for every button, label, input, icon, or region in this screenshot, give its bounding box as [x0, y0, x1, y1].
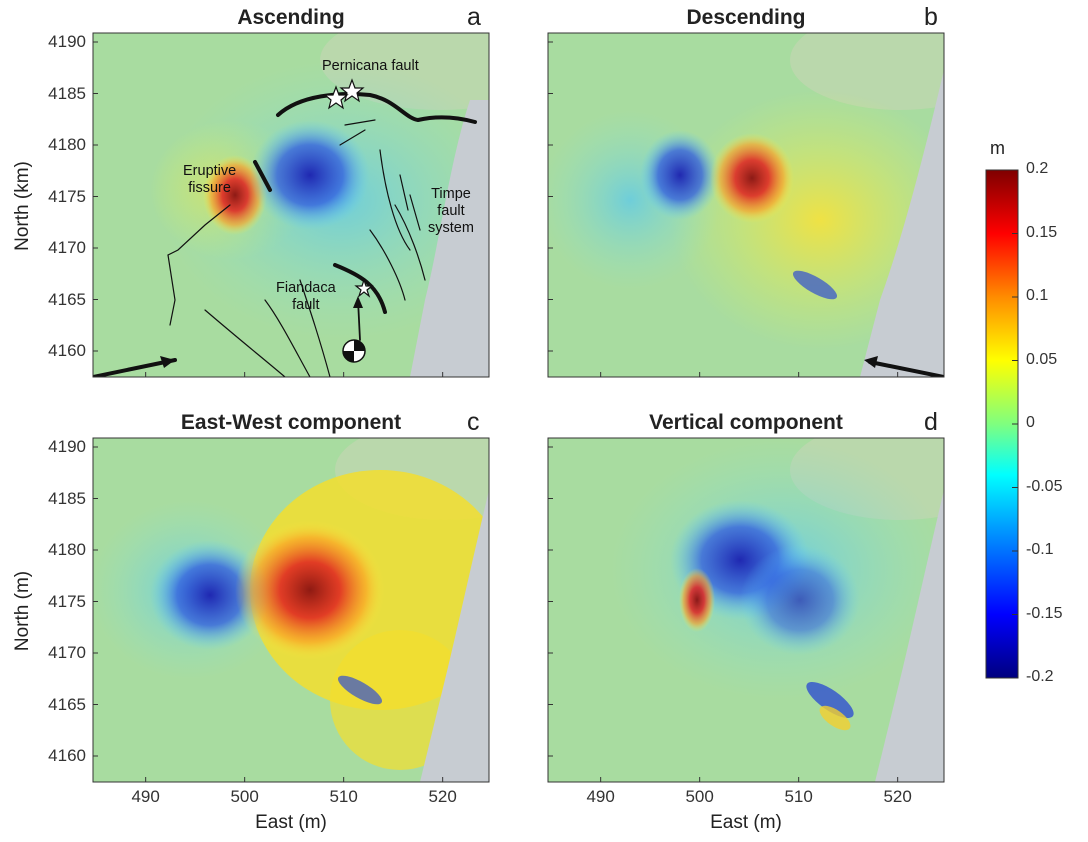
x-tick-label: 500 — [230, 787, 259, 806]
label-timpe-fault-system: Timpe fault system — [428, 186, 474, 237]
y-tick-label: 4185 — [48, 488, 86, 508]
y-tick-label: 4180 — [48, 135, 86, 154]
colorbar-tick-label: -0.2 — [1026, 668, 1054, 685]
panel-letter-c: c — [467, 408, 480, 436]
panel-c-map — [93, 438, 489, 782]
x-tick-label: 520 — [883, 787, 912, 806]
panel-letter-d: d — [924, 408, 938, 436]
panel-title-a: Ascending — [237, 6, 345, 29]
x-axis-label-right: East (m) — [710, 812, 782, 833]
y-tick-label: 4175 — [48, 591, 86, 611]
panel-b-map — [548, 33, 944, 377]
panel-letter-b: b — [924, 3, 938, 31]
y-tick-label: 4185 — [48, 83, 86, 103]
label-timpe-line-1: Timpe — [431, 186, 471, 202]
colorbar-tick-label: -0.05 — [1026, 477, 1063, 495]
colorbar-tick-label: -0.1 — [1026, 541, 1054, 558]
y-tick-label: 4160 — [48, 746, 86, 765]
x-tick-label: 490 — [586, 787, 615, 806]
x-axis-label-left: East (m) — [255, 812, 327, 833]
x-tick-label: 510 — [329, 787, 358, 806]
y-tick-label: 4170 — [48, 238, 86, 257]
colorbar-tick-label: -0.15 — [1026, 604, 1063, 622]
label-fiandaca-line-2: fault — [292, 297, 320, 313]
panel-a-map — [93, 33, 489, 377]
y-tick-label: 4165 — [48, 694, 86, 714]
panel-title-b: Descending — [686, 6, 806, 29]
label-eruptive-line-1: Eruptive — [183, 163, 237, 179]
y-tick-label: 4175 — [48, 186, 86, 206]
x-tick-label: 500 — [685, 787, 714, 806]
panel-letter-a: a — [467, 3, 481, 31]
y-axis-label-top: North (km) — [12, 161, 33, 251]
panel-d-map — [548, 438, 944, 782]
colorbar-tick-label: 0.05 — [1026, 350, 1058, 368]
colorbar-unit: m — [990, 138, 1005, 158]
panel-title-c: East-West component — [180, 411, 402, 434]
y-tick-label: 4180 — [48, 540, 86, 559]
label-eruptive-fissure: Eruptive fissure — [183, 163, 236, 197]
label-fiandaca-line-1: Fiandaca — [276, 280, 336, 296]
label-timpe-line-3: system — [428, 220, 474, 236]
panel-title-d: Vertical component — [649, 411, 843, 434]
label-timpe-line-2: fault — [437, 203, 465, 219]
focal-mechanism-icon — [342, 339, 366, 363]
label-eruptive-line-2: fissure — [188, 180, 231, 196]
x-tick-label: 520 — [428, 787, 457, 806]
y-axis-label-bottom: North (m) — [12, 570, 33, 652]
colorbar-tick-label: 0.1 — [1026, 287, 1049, 304]
x-tick-label: 510 — [784, 787, 813, 806]
y-tick-label: 4170 — [48, 643, 86, 662]
colorbar-tick-label: 0.15 — [1026, 223, 1058, 241]
y-tick-label: 4190 — [48, 437, 86, 456]
colorbar-tick-label: 0.2 — [1026, 160, 1049, 177]
x-tick-label: 490 — [131, 787, 160, 806]
y-tick-label: 4190 — [48, 32, 86, 51]
colorbar-tick-label: 0 — [1026, 414, 1035, 431]
y-tick-label: 4165 — [48, 289, 86, 309]
y-tick-label: 4160 — [48, 341, 86, 360]
label-pernicana-fault: Pernicana fault — [322, 58, 419, 74]
label-fiandaca-fault: Fiandaca fault — [276, 280, 336, 314]
